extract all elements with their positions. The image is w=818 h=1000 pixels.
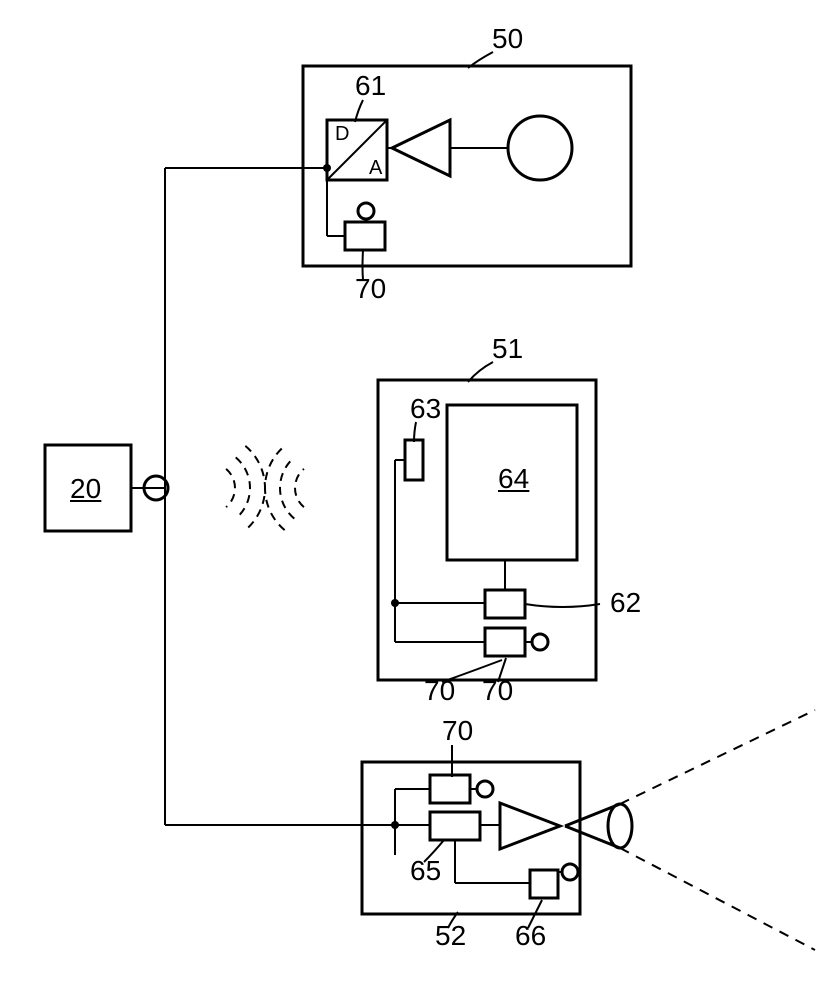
label-ref65: 65 (410, 855, 441, 886)
block-b70_52 (430, 775, 470, 803)
wave-left-1 (236, 457, 250, 518)
label-ref62: 62 (610, 587, 641, 618)
circle-ant70_52 (477, 781, 493, 797)
label-ref70d: 70 (442, 715, 473, 746)
block-61-d-label: D (335, 123, 349, 145)
label-ref63: 63 (410, 393, 441, 424)
cone-ray-bot (620, 848, 815, 950)
wave-right-2 (265, 446, 285, 530)
block-b66 (530, 870, 558, 898)
amp-52 (500, 803, 560, 849)
label-ref50: 50 (492, 23, 523, 54)
circle-ant70_51 (532, 634, 548, 650)
block-b65 (430, 812, 480, 840)
label-ref70b: 70 (424, 675, 455, 706)
label-ref52: 52 (435, 920, 466, 951)
block-61-a-label: A (369, 157, 383, 179)
block-b51 (378, 380, 596, 680)
block-b62 (485, 590, 525, 618)
label-ref70a: 70 (355, 273, 386, 304)
label-ref70c: 70 (482, 675, 513, 706)
label-ref64: 64 (498, 463, 529, 494)
label-ref20: 20 (70, 473, 101, 504)
amp-50 (392, 120, 450, 176)
label-ref51: 51 (492, 333, 523, 364)
block-b70_50 (345, 222, 385, 250)
cone-lower-solid (565, 826, 620, 848)
circle-ant70_50 (358, 203, 374, 219)
circle-trailer (508, 116, 572, 180)
block-b50 (303, 66, 631, 266)
cone-ellipse (608, 804, 632, 848)
leader-62 (525, 604, 600, 607)
block-b63 (405, 440, 423, 480)
label-ref61: 61 (355, 70, 386, 101)
circle-ant66 (562, 864, 578, 880)
block-b70_51 (485, 628, 525, 656)
wave-right-1 (280, 457, 294, 518)
cone-upper-solid (565, 804, 620, 826)
cone-ray-top (620, 710, 815, 804)
label-ref66: 66 (515, 920, 546, 951)
wave-right-0 (295, 469, 304, 507)
wave-left-2 (245, 446, 265, 530)
wave-left-0 (226, 469, 235, 507)
